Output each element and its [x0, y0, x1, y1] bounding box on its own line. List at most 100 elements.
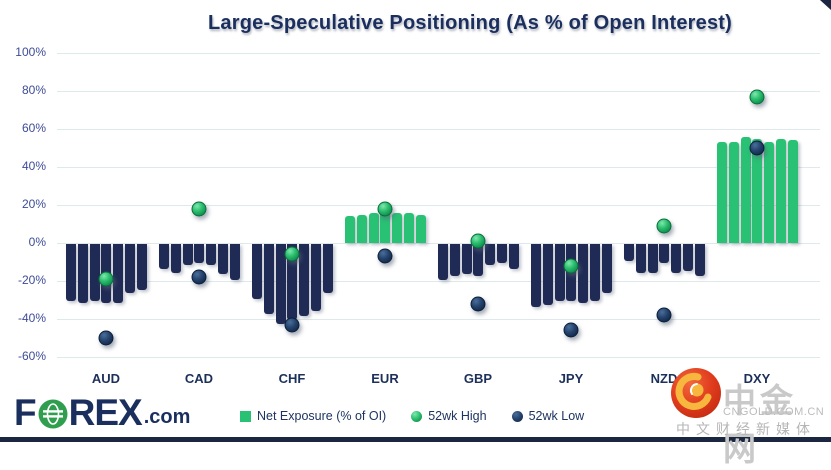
bar-aud-0: [66, 244, 76, 301]
bar-jpy-5: [590, 244, 600, 301]
52wk-high-marker-aud: [98, 271, 114, 287]
bar-aud-4: [113, 244, 124, 303]
x-axis-label-nzd: NZD: [650, 371, 678, 386]
52wk-low-marker-gbp: [470, 296, 486, 312]
bar-gbp-0: [438, 244, 448, 281]
bar-dxy-0: [717, 142, 727, 243]
logo-text-rex: REX: [68, 392, 143, 433]
bar-nzd-5: [683, 244, 693, 271]
bottom-bar: [0, 437, 831, 442]
52wk-low-marker-dxy: [749, 140, 765, 156]
gridline-20%: [57, 205, 820, 206]
page-title: Large-Speculative Positioning (As % of O…: [207, 12, 732, 34]
low-dot-icon: [511, 410, 523, 422]
bar-cad-1: [170, 244, 181, 273]
bar-dxy-1: [728, 142, 739, 243]
52wk-high-marker-jpy: [563, 258, 579, 274]
bar-cad-0: [159, 244, 169, 269]
bar-aud-6: [136, 244, 147, 290]
bar-jpy-0: [531, 244, 541, 307]
bar-chf-1: [263, 244, 274, 315]
bar-chf-3: [287, 244, 298, 320]
gridline-80%: [57, 91, 820, 92]
legend-net-exposure-label: Net Exposure (% of OI): [257, 409, 387, 423]
52wk-low-marker-aud: [98, 330, 114, 346]
bar-eur-4: [392, 212, 403, 243]
bar-nzd-2: [647, 244, 658, 273]
52wk-low-marker-jpy: [563, 322, 579, 338]
legend-52wk-low-label: 52wk Low: [528, 409, 585, 423]
legend-item-52wk-high: 52wk High: [411, 409, 487, 423]
52wk-low-marker-eur: [377, 248, 393, 264]
bar-jpy-6: [601, 244, 612, 294]
gridline-100%: [57, 53, 820, 54]
x-axis-label-chf: CHF: [278, 371, 306, 386]
y-tick-label: 0%: [28, 235, 46, 249]
bar-dxy-3: [752, 138, 763, 243]
bar-eur-0: [345, 216, 355, 243]
bar-gbp-1: [449, 244, 460, 277]
52wk-low-marker-cad: [191, 269, 207, 285]
bar-cad-2: [182, 244, 193, 265]
bar-eur-6: [415, 214, 426, 243]
bar-dxy-5: [776, 138, 786, 243]
legend-52wk-high-label: 52wk High: [428, 409, 487, 423]
52wk-high-marker-gbp: [470, 233, 486, 249]
high-dot-icon: [411, 410, 423, 422]
52wk-low-marker-nzd: [656, 307, 672, 323]
bar-eur-2: [368, 212, 379, 243]
bar-cad-4: [206, 244, 217, 265]
y-tick-label: 20%: [21, 197, 46, 211]
bar-dxy-2: [740, 136, 751, 243]
bar-dxy-4: [764, 142, 775, 243]
y-tick-label: 100%: [15, 45, 46, 59]
bar-gbp-3: [473, 244, 484, 277]
bar-eur-1: [356, 214, 367, 243]
bar-gbp-5: [497, 244, 507, 263]
plot-area: 100% 80% 60% 40% 20% 0% -20% -40% -60% AUD CAD CHF E…: [15, 45, 820, 386]
52wk-high-marker-chf: [284, 246, 300, 262]
bar-aud-5: [125, 244, 135, 294]
bar-nzd-1: [635, 244, 646, 273]
bar-dxy-6: [787, 140, 798, 243]
gridline--40%: [57, 319, 820, 320]
bar-jpy-2: [554, 244, 565, 301]
y-tick-label: 40%: [21, 159, 46, 173]
corner-accent: [820, 0, 831, 10]
52wk-high-marker-nzd: [656, 218, 672, 234]
52wk-high-marker-dxy: [749, 89, 765, 105]
y-tick-label: 80%: [21, 83, 46, 97]
x-axis-label-cad: CAD: [184, 371, 214, 386]
legend-item-net-exposure: Net Exposure (% of OI): [240, 409, 386, 423]
bar-chf-2: [275, 244, 286, 324]
x-axis-label-jpy: JPY: [558, 371, 584, 386]
gridline-0%: [57, 243, 820, 244]
bar-nzd-6: [694, 244, 705, 277]
bar-jpy-1: [542, 244, 553, 305]
logo-text-com: .com: [143, 405, 191, 428]
x-axis-label-eur: EUR: [371, 371, 399, 386]
bar-chf-6: [322, 244, 333, 294]
bar-nzd-3: [659, 244, 670, 263]
gridline--20%: [57, 281, 820, 282]
bar-gbp-4: [485, 244, 496, 265]
bar-chf-0: [252, 244, 262, 300]
bar-aud-1: [77, 244, 88, 303]
bar-eur-3: [380, 210, 391, 243]
x-axis-label-dxy: DXY: [743, 371, 771, 386]
y-tick-label: 60%: [21, 121, 46, 135]
bar-chf-5: [311, 244, 321, 311]
bar-cad-3: [194, 244, 205, 263]
legend-item-52wk-low: 52wk Low: [511, 409, 585, 423]
gridline--60%: [57, 357, 820, 358]
bar-chf-4: [299, 244, 310, 317]
gridline-60%: [57, 129, 820, 130]
y-tick-label: -20%: [17, 273, 46, 287]
bar-eur-5: [404, 212, 414, 243]
x-axis-label-aud: AUD: [91, 371, 121, 386]
bar-jpy-4: [578, 244, 589, 303]
gridline-40%: [57, 167, 820, 168]
bar-nzd-0: [624, 244, 634, 262]
bar-nzd-4: [671, 244, 682, 273]
52wk-low-marker-chf: [284, 317, 300, 333]
